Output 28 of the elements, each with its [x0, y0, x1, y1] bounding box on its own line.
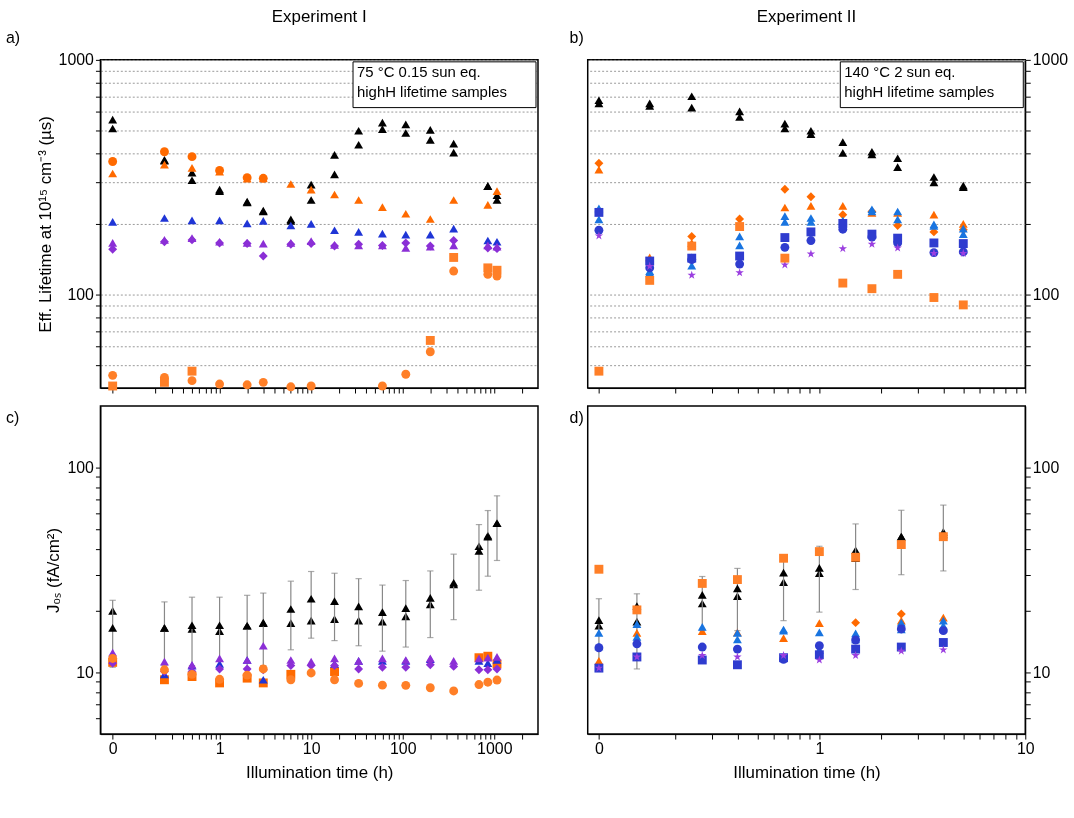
annotation: 75 °C 0.15 sun eq. highH lifetime samples — [357, 63, 507, 100]
annotation: 140 °C 2 sun eq. highH lifetime samples — [844, 63, 995, 100]
y-tick-label: 1000 — [58, 51, 95, 69]
chart-title: Experiment I — [271, 7, 367, 27]
text: d) — [569, 408, 584, 426]
x-tick-label: 10 — [1016, 740, 1035, 758]
y-tick-label: 10 — [1032, 663, 1051, 681]
y-tick-label: 100 — [67, 459, 95, 477]
y-tick-label: 1000 — [1032, 51, 1069, 69]
x-axis-title: Illumination time (h) — [246, 763, 394, 783]
x-tick-label: 1 — [215, 740, 225, 758]
x-tick-label: 100 — [389, 740, 417, 758]
text: c) — [5, 408, 20, 426]
x-tick-label: 0 — [594, 740, 604, 758]
x-tick-label: 1 — [815, 740, 825, 758]
x-tick-label: 10 — [302, 740, 321, 758]
chart-title: Experiment II — [756, 7, 857, 27]
x-tick-label: 1000 — [477, 740, 513, 758]
x-tick-label: 0 — [108, 740, 118, 758]
y-axis-title: Eff. Lifetime at 10¹⁵ cm⁻³ (µs) — [35, 116, 55, 333]
y-tick-label: 100 — [1032, 286, 1060, 304]
y-tick-label: 100 — [67, 286, 95, 304]
x-axis-title: Illumination time (h) — [733, 763, 881, 783]
text: a) — [5, 28, 21, 46]
text: b) — [569, 28, 584, 46]
y-tick-label: 100 — [1032, 459, 1060, 477]
y-axis-title: J₀ₛ (fA/cm²) — [44, 527, 64, 614]
y-tick-label: 10 — [76, 663, 95, 681]
